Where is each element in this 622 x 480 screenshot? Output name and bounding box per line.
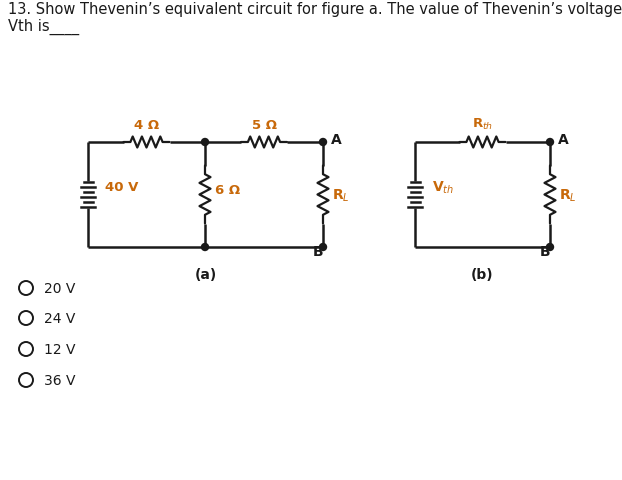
Text: 6 Ω: 6 Ω [215,184,240,197]
Text: 12 V: 12 V [44,342,75,356]
Text: A: A [558,133,569,147]
Text: V$_{th}$: V$_{th}$ [432,179,454,195]
Text: R$_L$: R$_L$ [559,187,577,203]
Text: 36 V: 36 V [44,373,75,387]
Circle shape [320,244,327,251]
Text: R$_{th}$: R$_{th}$ [472,117,493,132]
Text: B: B [313,244,323,258]
Text: 24 V: 24 V [44,312,75,325]
Circle shape [202,244,208,251]
Circle shape [202,139,208,146]
Text: (b): (b) [471,267,494,281]
Circle shape [547,244,554,251]
Circle shape [320,139,327,146]
Text: A: A [331,133,341,147]
Text: B: B [540,244,550,258]
Text: 13. Show Thevenin’s equivalent circuit for figure a. The value of Thevenin’s vol: 13. Show Thevenin’s equivalent circuit f… [8,2,622,17]
Text: R$_L$: R$_L$ [332,187,350,203]
Text: Vth is____: Vth is____ [8,19,79,35]
Text: 5 Ω: 5 Ω [251,119,277,132]
Text: (a): (a) [194,267,216,281]
Text: 20 V: 20 V [44,281,75,295]
Text: 4 Ω: 4 Ω [134,119,159,132]
Text: 40 V: 40 V [105,180,138,193]
Circle shape [547,139,554,146]
